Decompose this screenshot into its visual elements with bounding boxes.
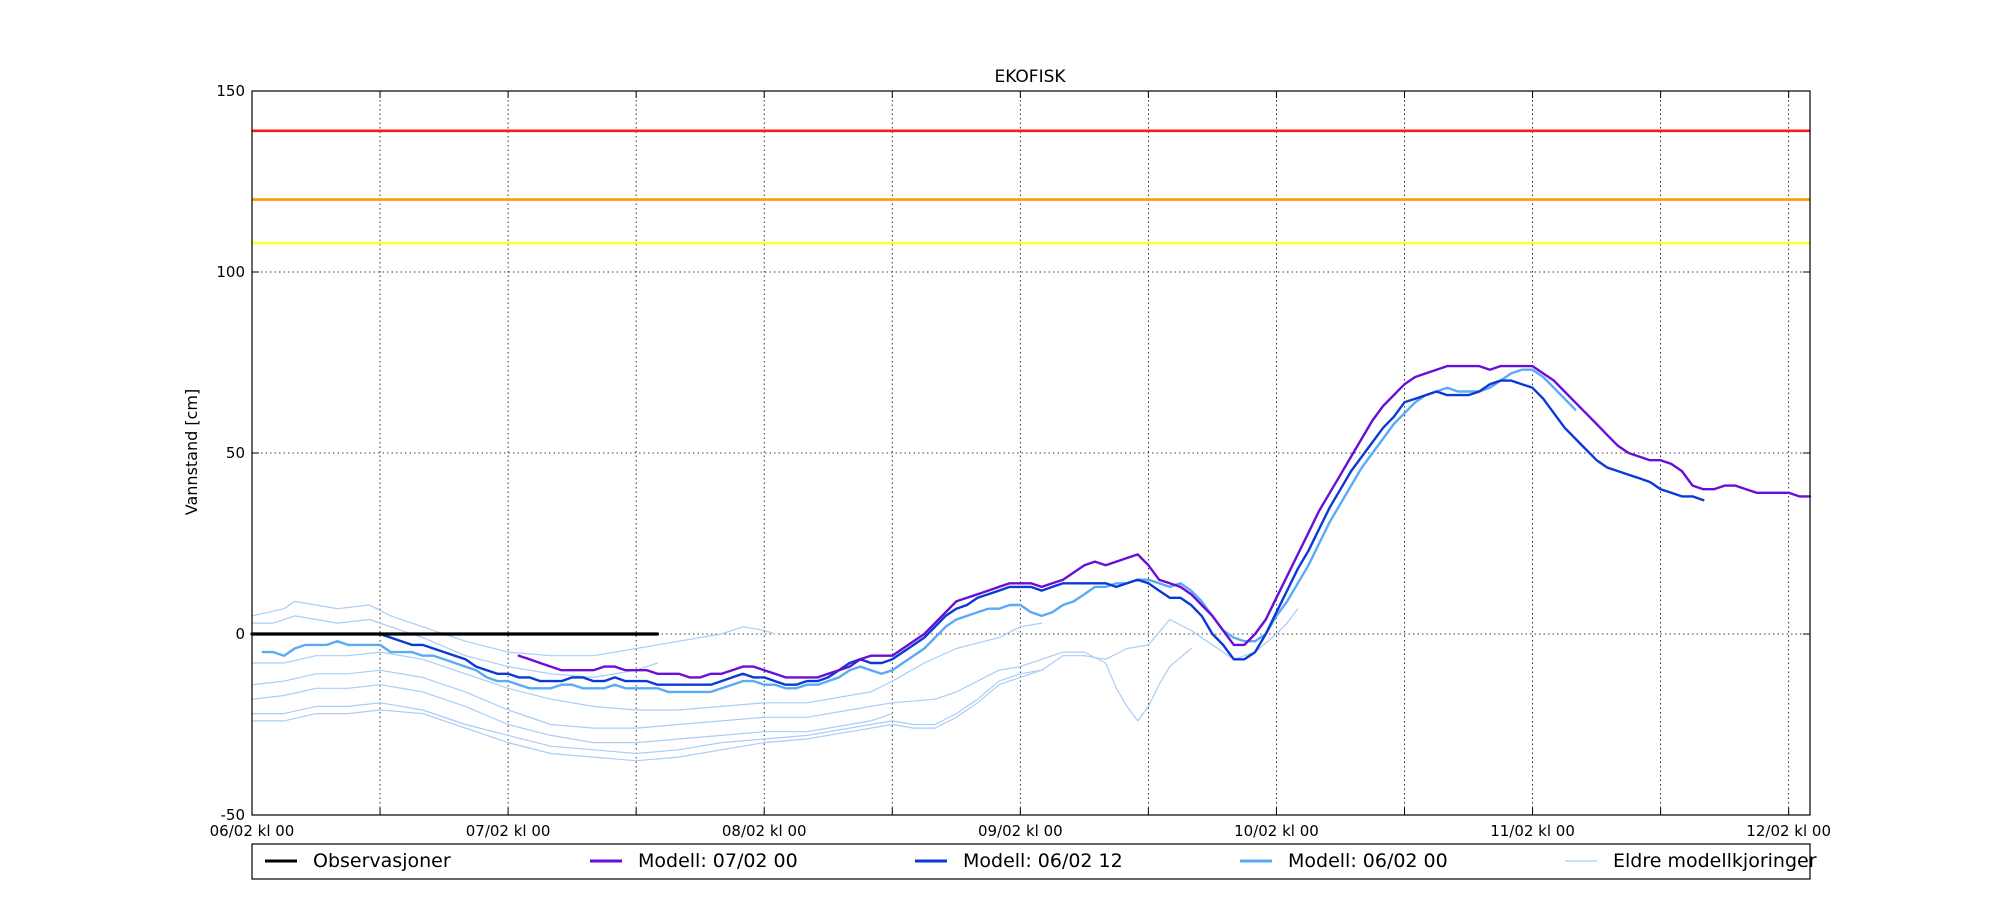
- legend-label: Modell: 07/02 00: [638, 850, 798, 872]
- legend-box: [251, 843, 1811, 880]
- chart-title: EKOFISK: [994, 67, 1066, 87]
- x-tick-label: 10/02 kl 00: [1234, 822, 1319, 840]
- axis-ticks: 06/02 kl 00 07/02 kl 00 08/02 kl 00 09/02 k…: [210, 82, 1831, 840]
- series-line: [251, 684, 893, 744]
- x-tick-label: 12/02 kl 00: [1746, 822, 1831, 840]
- legend-label: Observasjoner: [313, 850, 451, 872]
- legend-label: Modell: 06/02 12: [963, 850, 1123, 872]
- legend: Observasjoner Modell: 07/02 00 Modell: 06/…: [251, 843, 1817, 880]
- x-tick-label: 06/02 kl 00: [210, 822, 295, 840]
- series-lines: [250, 364, 1812, 762]
- x-tick-label: 09/02 kl 00: [978, 822, 1063, 840]
- series-line: [251, 608, 1299, 762]
- series-line: [378, 379, 1705, 686]
- series-line: [261, 368, 1577, 694]
- series-line: [251, 622, 1043, 711]
- x-tick-label: 11/02 kl 00: [1490, 822, 1575, 840]
- y-axis-label: Vannstand [cm]: [182, 389, 201, 515]
- legend-label: Modell: 06/02 00: [1288, 850, 1448, 872]
- y-tick-label: 0: [235, 625, 245, 643]
- y-tick-label: 100: [216, 263, 245, 281]
- threshold-lines: [252, 129, 1810, 245]
- legend-label: Eldre modellkjoringer: [1613, 850, 1817, 872]
- series-line: [251, 647, 1192, 729]
- y-tick-label: -50: [221, 806, 246, 824]
- series-line: [251, 600, 776, 657]
- x-tick-label: 07/02 kl 00: [466, 822, 551, 840]
- y-tick-label: 50: [226, 444, 245, 462]
- series-line: [251, 615, 659, 678]
- x-tick-label: 08/02 kl 00: [722, 822, 807, 840]
- y-tick-label: 150: [216, 82, 245, 100]
- series-line: [517, 364, 1812, 679]
- series-line: [251, 669, 1043, 755]
